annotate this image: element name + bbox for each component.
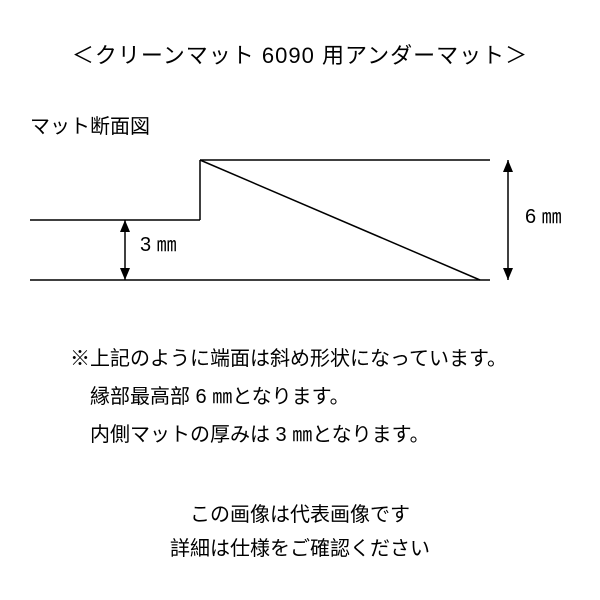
page: ＜クリーンマット 6090 用アンダーマット＞ マット断面図 [0,0,600,600]
diagram-subtitle: マット断面図 [30,110,150,139]
dim-right-arrow [503,160,513,280]
dim-right-label: 6 ㎜ [525,200,562,229]
dim-left-label: 3 ㎜ [140,228,177,257]
note-line-2: 縁部最高部 6 ㎜となります。 [70,378,507,416]
slope-line [200,160,480,280]
footer-line-2: 詳細は仕様をご確認ください [0,532,600,566]
note-line-1: ※上記のように端面は斜め形状になっています。 [70,340,507,378]
note-line-3: 内側マットの厚みは 3 ㎜となります。 [70,416,507,454]
diagram-svg [30,140,570,310]
notes-block: ※上記のように端面は斜め形状になっています。 縁部最高部 6 ㎜となります。 内… [70,340,507,454]
page-title: ＜クリーンマット 6090 用アンダーマット＞ [0,38,600,70]
dim-left-arrow [120,220,130,280]
footer-line-1: この画像は代表画像です [0,498,600,532]
footer-block: この画像は代表画像です 詳細は仕様をご確認ください [0,498,600,566]
cross-section-diagram [30,140,570,310]
